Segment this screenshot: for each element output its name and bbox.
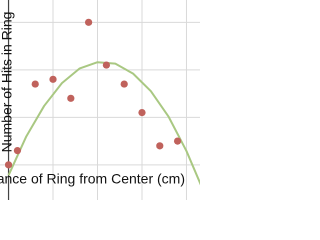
data-point bbox=[4, 161, 13, 169]
background bbox=[0, 0, 200, 200]
chart: Distance of Ring from Center (cm) Number… bbox=[0, 0, 200, 200]
data-point bbox=[156, 142, 164, 150]
data-point bbox=[138, 108, 146, 117]
x-axis-label: Distance of Ring from Center (cm) bbox=[0, 171, 185, 187]
y-axis-label: Number of Hits in Ring bbox=[0, 12, 15, 153]
data-point bbox=[102, 61, 111, 69]
data-point bbox=[173, 137, 182, 145]
data-point bbox=[120, 80, 128, 88]
data-point bbox=[13, 146, 22, 155]
data-point bbox=[67, 94, 75, 102]
data-point bbox=[31, 80, 39, 88]
page: Distance of Ring from Center (cm) Number… bbox=[0, 0, 200, 200]
data-point bbox=[49, 75, 57, 83]
data-point bbox=[85, 18, 93, 26]
marks bbox=[4, 18, 200, 186]
